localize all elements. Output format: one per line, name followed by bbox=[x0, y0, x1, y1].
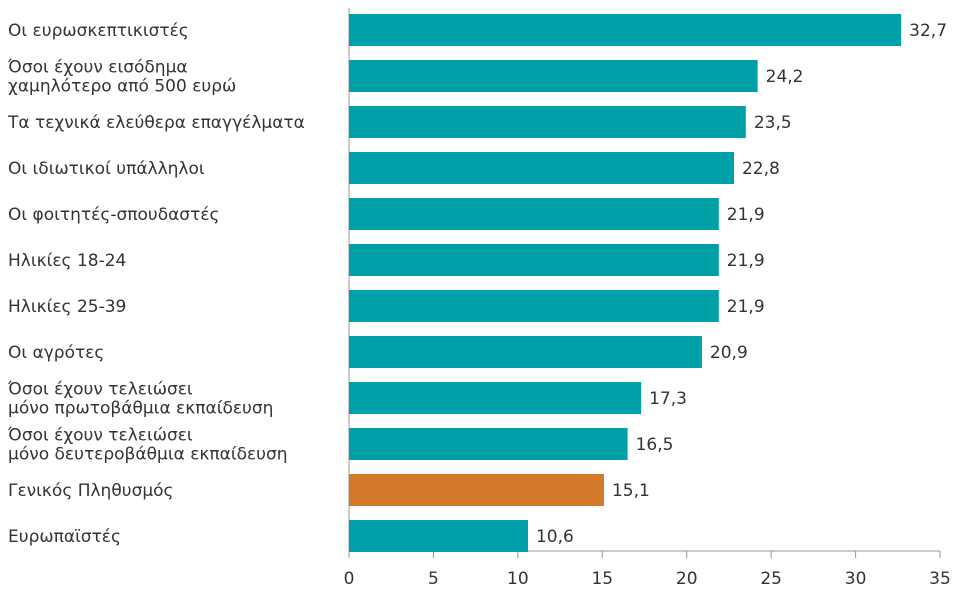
bar bbox=[349, 520, 528, 552]
category-label: Όσοι έχουν τελειώσει μόνο πρωτοβάθμια εκπ… bbox=[7, 380, 273, 419]
category-label: Ηλικίες 25-39 bbox=[8, 297, 126, 317]
category-label: Οι ιδιωτικοί υπάλληλοι bbox=[8, 159, 205, 179]
bar bbox=[349, 428, 628, 460]
bar bbox=[349, 152, 734, 184]
x-tick-label: 20 bbox=[676, 569, 698, 589]
category-label: Οι ευρωσκεπτικιστές bbox=[8, 21, 189, 41]
bar bbox=[349, 382, 642, 414]
category-label: Γενικός Πληθυσμός bbox=[8, 481, 174, 501]
value-label: 10,6 bbox=[536, 527, 574, 547]
value-label: 17,3 bbox=[649, 389, 687, 409]
x-tick-label: 0 bbox=[344, 569, 355, 589]
value-label: 21,9 bbox=[727, 205, 765, 225]
x-tick-label: 5 bbox=[428, 569, 439, 589]
value-label: 23,5 bbox=[754, 113, 792, 133]
bar bbox=[349, 244, 719, 276]
x-tick-label: 30 bbox=[845, 569, 867, 589]
x-tick-label: 15 bbox=[591, 569, 613, 589]
category-label: Όσοι έχουν τελειώσει μόνο δευτεροβάθμια ε… bbox=[7, 426, 288, 465]
bar bbox=[349, 474, 604, 506]
category-label: Ευρωπαϊστές bbox=[8, 527, 121, 547]
bar bbox=[349, 336, 702, 368]
value-label: 20,9 bbox=[710, 343, 748, 363]
bar bbox=[349, 60, 758, 92]
category-label: Οι αγρότες bbox=[8, 343, 104, 363]
bar bbox=[349, 14, 902, 46]
value-label: 16,5 bbox=[636, 435, 674, 455]
value-label: 24,2 bbox=[766, 67, 804, 87]
bar bbox=[349, 106, 746, 138]
x-tick-label: 25 bbox=[760, 569, 782, 589]
bar bbox=[349, 198, 719, 230]
value-label: 32,7 bbox=[909, 21, 947, 41]
bar bbox=[349, 290, 719, 322]
category-label: Τα τεχνικά ελεύθερα επαγγέλματα bbox=[7, 113, 305, 133]
category-label: Όσοι έχουν εισόδημα χαμηλότερο από 500 ευ… bbox=[7, 58, 236, 97]
category-label: Οι φοιτητές-σπουδαστές bbox=[8, 205, 219, 225]
value-label: 22,8 bbox=[742, 159, 780, 179]
value-label: 21,9 bbox=[727, 251, 765, 271]
value-label: 21,9 bbox=[727, 297, 765, 317]
value-label: 15,1 bbox=[612, 481, 650, 501]
x-tick-label: 10 bbox=[507, 569, 529, 589]
category-label: Ηλικίες 18-24 bbox=[8, 251, 126, 271]
x-tick-label: 35 bbox=[929, 569, 951, 589]
